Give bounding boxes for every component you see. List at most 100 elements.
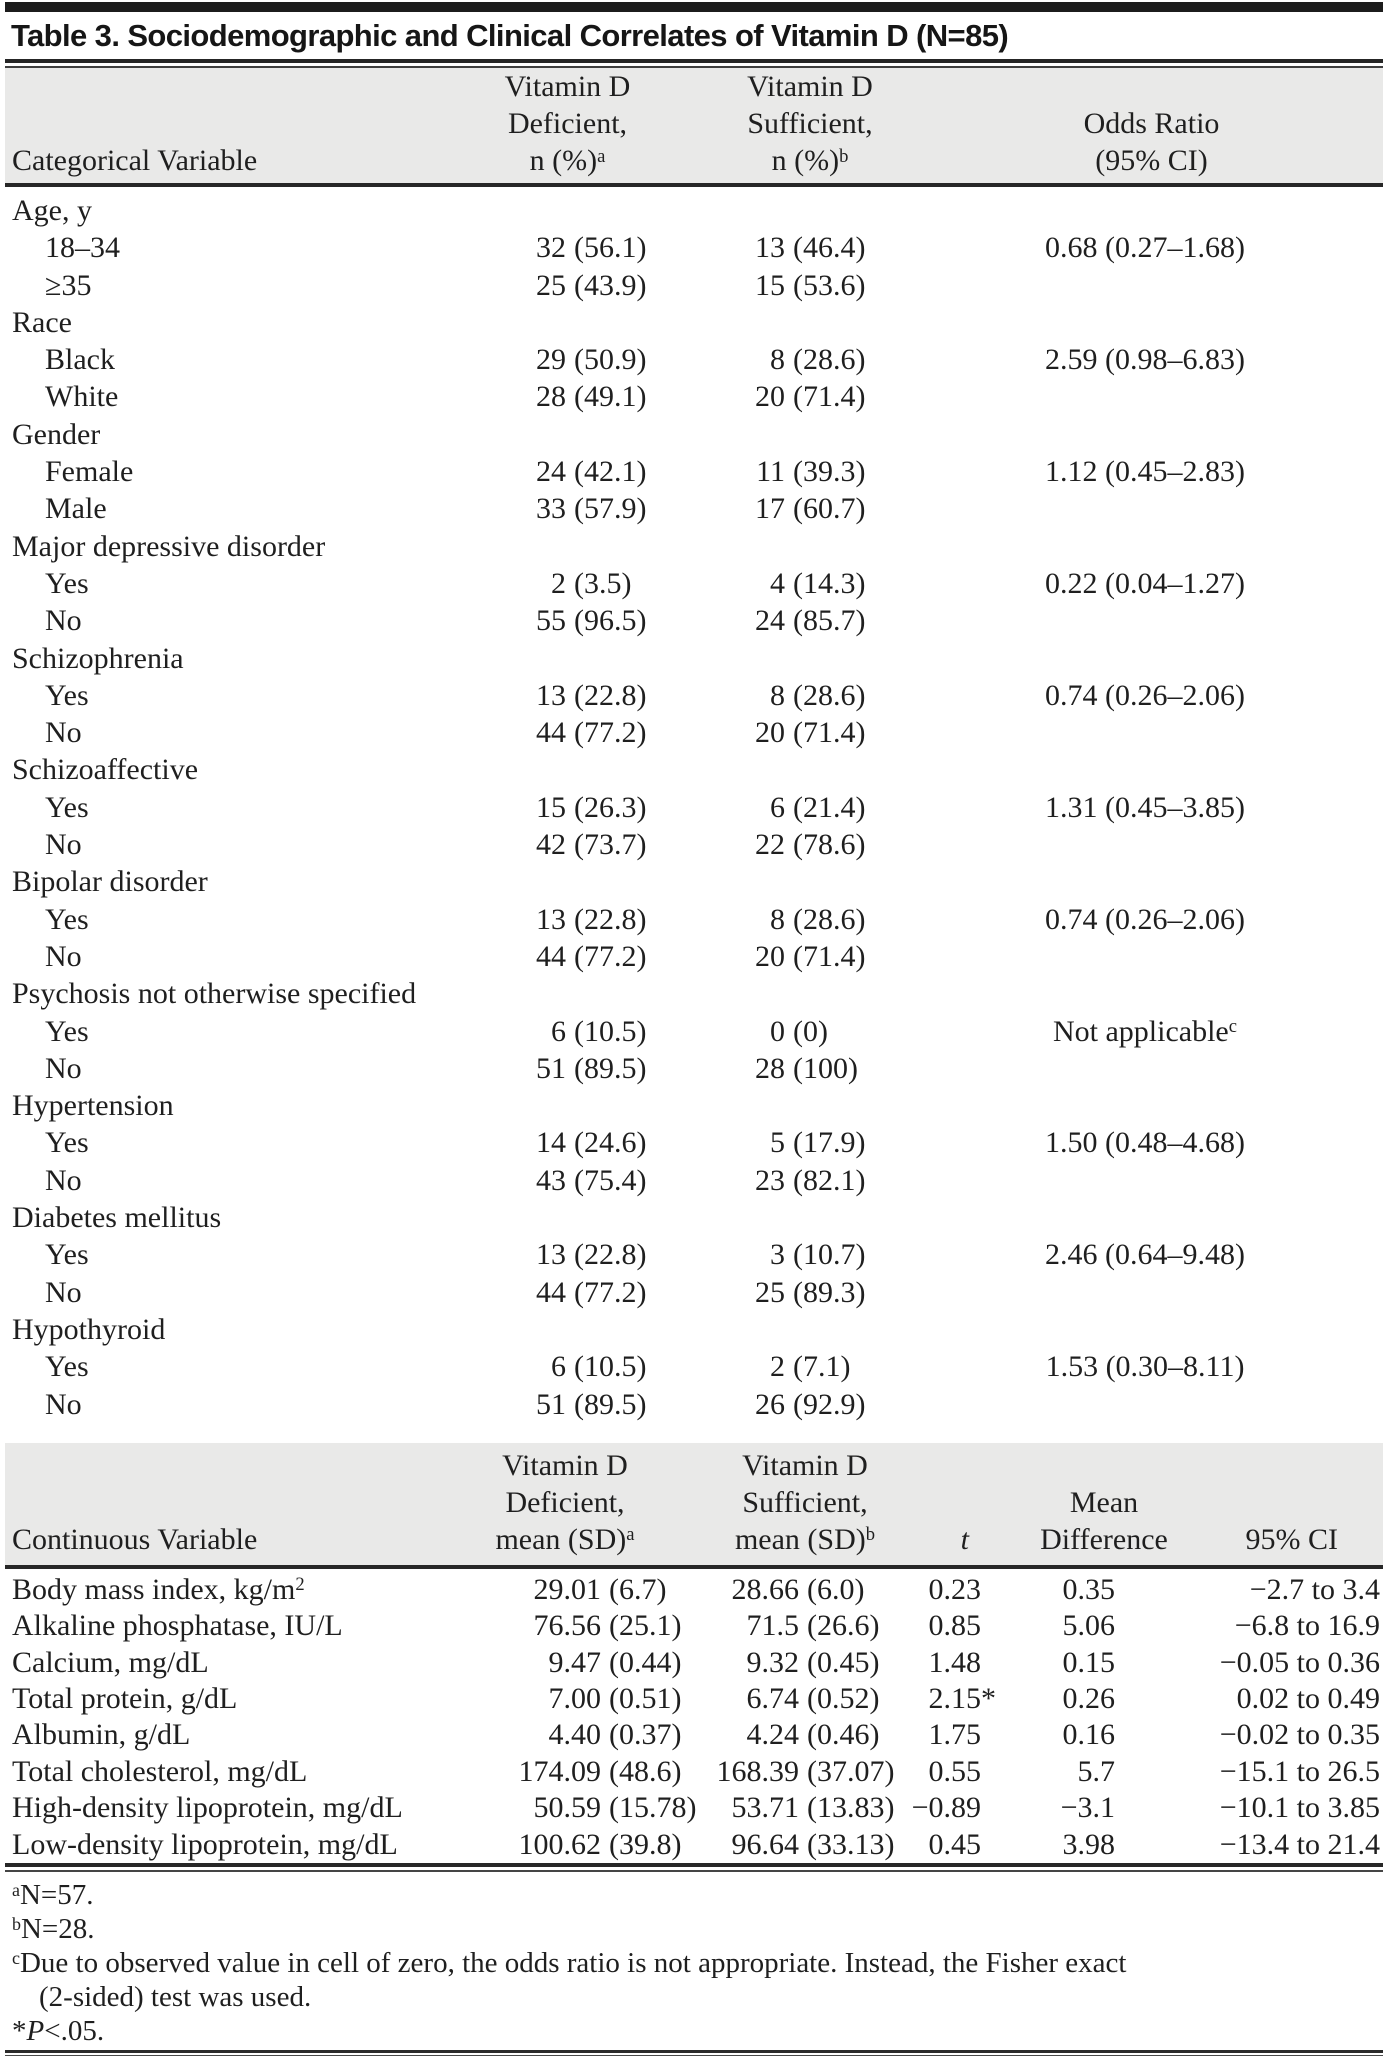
title-divider-rule xyxy=(5,59,1383,68)
sufficient-count-cell xyxy=(700,863,920,900)
row-label-text: High-density lipoprotein, mg/dL xyxy=(12,1791,403,1825)
count-pct: (3.5) xyxy=(574,566,632,600)
odds-ratio-value: 0.74 (0.26–2.06) xyxy=(1045,902,1245,936)
odds-ratio-cell xyxy=(920,1386,1383,1423)
count-n: 6 xyxy=(551,1014,566,1048)
count-pct: (21.4) xyxy=(793,790,866,824)
deficient-count-cell xyxy=(435,1199,700,1236)
odds-ratio-cell xyxy=(920,863,1383,900)
continuous-header: Continuous Variable Vitamin D Deficient,… xyxy=(5,1442,1383,1565)
table-title: Table 3. Sociodemographic and Clinical C… xyxy=(11,18,1009,53)
sufficient-count-cell: 26 (92.9) xyxy=(700,1386,920,1423)
sufficient-count-cell xyxy=(700,1087,920,1124)
mean-difference-cell: 5.06 xyxy=(1062,1609,1116,1643)
table-row: Bipolar disorder xyxy=(5,863,1383,900)
row-label: Diabetes mellitus xyxy=(12,1201,222,1235)
odds-ratio-cell xyxy=(920,826,1383,863)
sufficient-count-cell: 20 (71.4) xyxy=(700,938,920,975)
row-label: Alkaline phosphatase, IU/L xyxy=(5,1608,425,1644)
row-label: Schizoaffective xyxy=(12,753,199,787)
count-n: 29 xyxy=(536,343,566,377)
row-label-text: Total cholesterol, mg/dL xyxy=(12,1754,308,1788)
deficient-count-cell: 33 (57.9) xyxy=(435,490,700,527)
row-label: Race xyxy=(12,305,72,339)
table-row: Yes 13 (22.8) 8 (28.6) 0.74 (0.26–2.06) xyxy=(5,677,1383,714)
odds-ratio-value: 0.68 (0.27–1.68) xyxy=(1045,231,1245,265)
table-row: Diabetes mellitus xyxy=(5,1199,1383,1236)
odds-ratio-value: 1.50 (0.48–4.68) xyxy=(1045,1126,1245,1160)
header-line: Deficient, xyxy=(505,1485,625,1519)
sd-value: (0.52) xyxy=(807,1681,880,1715)
footnote-continuation: (2-sided) test was used. xyxy=(39,1980,312,2013)
odds-ratio-cell: 0.74 (0.26–2.06) xyxy=(920,677,1383,714)
footnote-line: bN=28. xyxy=(5,1912,1383,1946)
header-line: Vitamin D xyxy=(747,70,873,103)
odds-ratio-cell xyxy=(920,938,1383,975)
count-pct: (49.1) xyxy=(574,380,647,414)
odds-ratio-cell xyxy=(920,1162,1383,1199)
header-label: Continuous Variable xyxy=(12,1522,258,1556)
sd-value: (33.13) xyxy=(807,1827,895,1861)
deficient-count-cell: 29 (50.9) xyxy=(435,341,700,378)
row-label: Major depressive disorder xyxy=(12,529,326,563)
count-n: 13 xyxy=(536,1238,566,1272)
mean-difference-header: Mean Difference xyxy=(995,1484,1185,1565)
table-row: Calcium, mg/dL 9.47 (0.44) 9.32 (0.45) 1.48 0.… xyxy=(5,1645,1383,1681)
sufficient-count-cell: 15 (53.6) xyxy=(700,267,920,304)
deficient-count-cell xyxy=(435,1087,700,1124)
footnote-marker-b: b xyxy=(839,145,849,167)
mean-sd-sufficient-cell: 168.39 (37.07) xyxy=(705,1754,905,1790)
sd-value: (25.1) xyxy=(609,1609,682,1643)
row-label-text: Calcium, mg/dL xyxy=(12,1645,209,1679)
mean-value: 53.71 xyxy=(731,1791,800,1825)
header-label: mean (SD) xyxy=(495,1522,627,1556)
count-n: 33 xyxy=(536,492,566,526)
count-n: 15 xyxy=(536,790,566,824)
vitamin-d-deficient-mean-header: Vitamin D Deficient, mean (SD)a xyxy=(425,1447,705,1565)
sd-value: (6.7) xyxy=(609,1572,667,1606)
count-n: 28 xyxy=(755,1051,785,1085)
odds-ratio-cell xyxy=(920,1087,1383,1124)
odds-ratio-cell: 0.68 (0.27–1.68) xyxy=(920,229,1383,266)
table-row: No 51 (89.5) 28 (100) xyxy=(5,1050,1383,1087)
deficient-count-cell: 44 (77.2) xyxy=(435,1274,700,1311)
table-row: No 42 (73.7) 22 (78.6) xyxy=(5,826,1383,863)
mean-value: 29.01 xyxy=(533,1572,602,1606)
count-pct: (26.3) xyxy=(574,790,647,824)
count-n: 20 xyxy=(755,716,785,750)
mean-sd-sufficient-cell: 9.32 (0.45) xyxy=(705,1645,905,1681)
row-label: Total protein, g/dL xyxy=(5,1681,425,1717)
odds-ratio-cell xyxy=(920,714,1383,751)
count-pct: (77.2) xyxy=(574,716,647,750)
footnote-line: aN=57. xyxy=(5,1878,1383,1912)
count-n: 8 xyxy=(770,678,785,712)
t-value-cell: 1.48 xyxy=(905,1645,995,1681)
header-line: n (%)b xyxy=(700,142,920,179)
mean-difference-cell: 0.26 xyxy=(1062,1681,1116,1715)
ci-cell: −15.1 to 26.5 xyxy=(1219,1754,1380,1788)
count-n: 25 xyxy=(755,1275,785,1309)
table-row: Yes 14 (24.6) 5 (17.9) 1.50 (0.48–4.68) xyxy=(5,1124,1383,1161)
sd-value: (0.44) xyxy=(609,1645,682,1679)
count-n: 5 xyxy=(770,1126,785,1160)
header-line: Odds Ratio xyxy=(1083,107,1220,140)
mean-value: 100.62 xyxy=(518,1827,602,1861)
footnote-marker: a xyxy=(12,1879,20,1900)
table-row: Total protein, g/dL 7.00 (0.51) 6.74 (0.52) 2… xyxy=(5,1681,1383,1717)
ci-cell: −2.7 to 3.4 xyxy=(1249,1572,1380,1606)
t-value-cell: 0.85 xyxy=(905,1608,995,1644)
table-row: Major depressive disorder xyxy=(5,528,1383,565)
sufficient-count-cell: 13 (46.4) xyxy=(700,229,920,266)
mean-value: 9.32 xyxy=(746,1645,800,1679)
odds-ratio-cell: 1.12 (0.45–2.83) xyxy=(920,453,1383,490)
deficient-count-cell xyxy=(435,863,700,900)
count-n: 28 xyxy=(536,380,566,414)
mean-sd-sufficient-cell: 71.5 (26.6) xyxy=(705,1608,905,1644)
footnote-marker: c xyxy=(12,1947,20,1968)
continuous-variable-header: Continuous Variable xyxy=(5,1521,425,1565)
mean-sd-deficient-cell: 29.01 (6.7) xyxy=(425,1572,705,1608)
count-pct: (10.7) xyxy=(793,1238,866,1272)
mean-sd-deficient-cell: 76.56 (25.1) xyxy=(425,1608,705,1644)
header-label: n (%) xyxy=(529,144,598,177)
header-line: n (%)a xyxy=(435,142,700,179)
